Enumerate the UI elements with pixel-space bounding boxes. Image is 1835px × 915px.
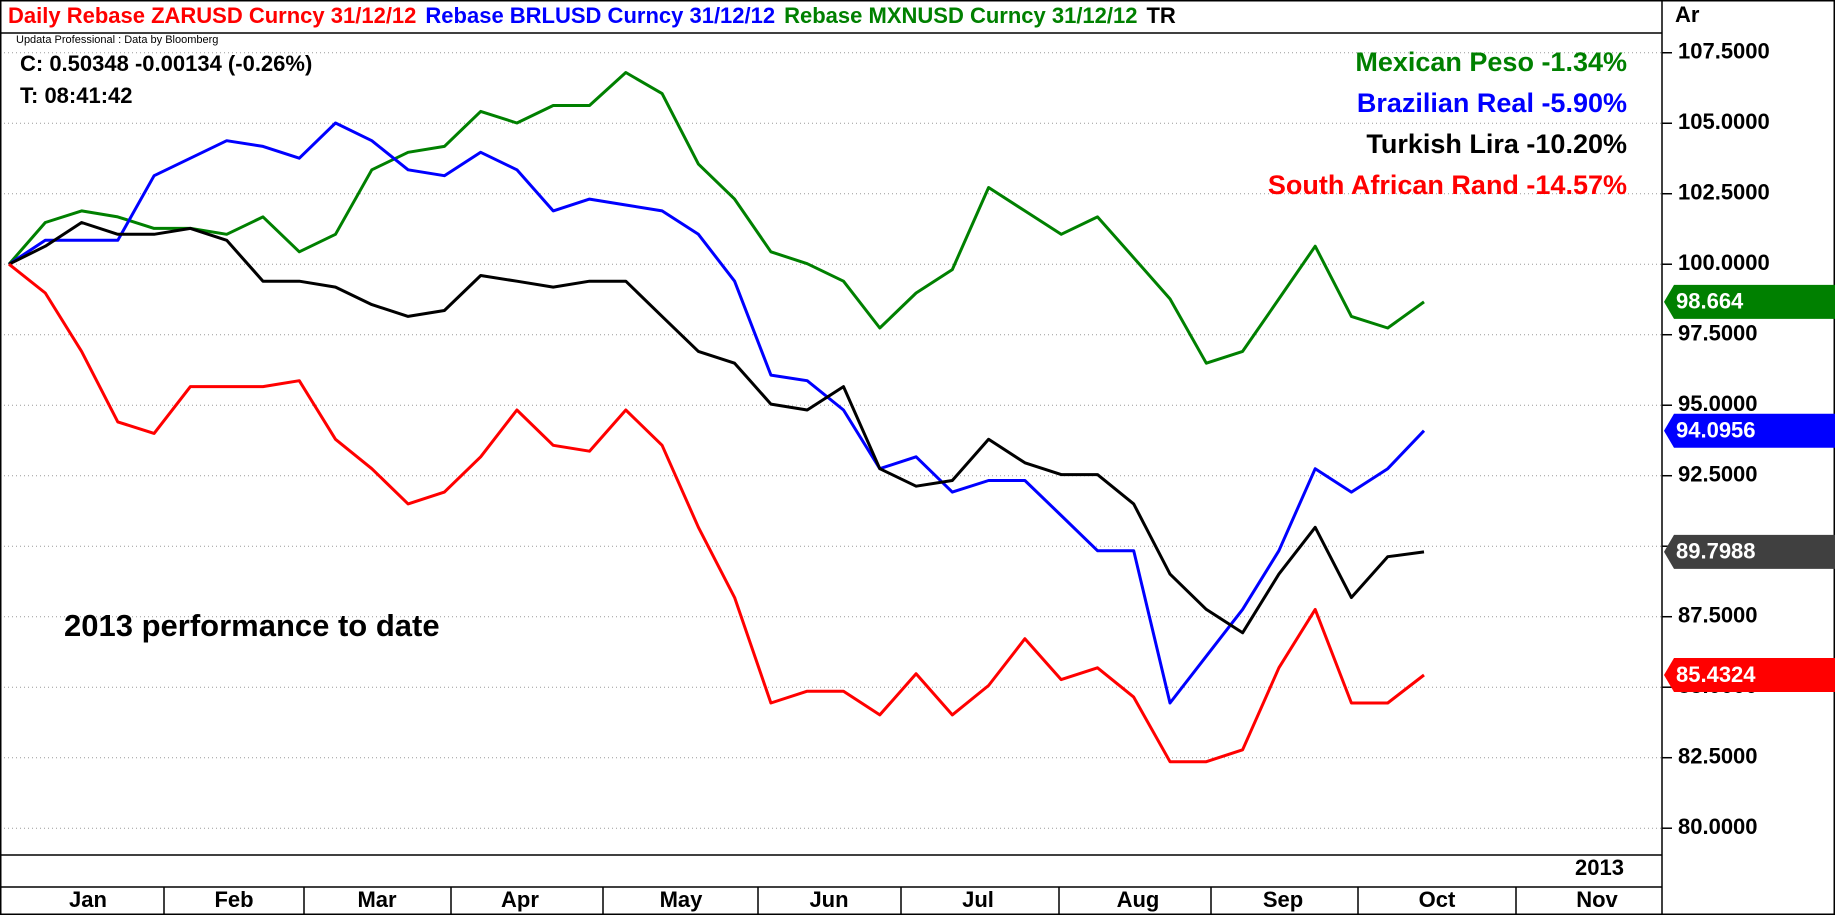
- annotation: 2013 performance to date: [64, 608, 440, 643]
- year-label: 2013: [1575, 855, 1624, 880]
- value-badge-label: 98.664: [1676, 289, 1744, 314]
- x-tick-label: Feb: [214, 887, 253, 912]
- x-tick-label: Jul: [962, 887, 994, 912]
- header-title-part: TR: [1146, 3, 1175, 28]
- y-tick-label: 107.5000: [1678, 39, 1770, 64]
- source: Updata Professional : Data by Bloomberg: [16, 34, 218, 46]
- series-line: [8, 221, 1425, 635]
- axis-header: Ar: [1675, 2, 1700, 27]
- value-badge: [1664, 658, 1835, 693]
- x-tick-label: Jan: [69, 887, 107, 912]
- y-tick-label: 95.0000: [1678, 391, 1758, 416]
- series-layer: [7, 71, 1426, 764]
- header-title-part: Rebase MXNUSD Curncy 31/12/12: [784, 3, 1137, 28]
- value-badge-label: 85.4324: [1676, 662, 1756, 687]
- y-tick-label: 87.5000: [1678, 603, 1758, 628]
- time-info: T: 08:41:42: [20, 83, 133, 108]
- x-tick-label: May: [660, 887, 704, 912]
- x-tick-label: Apr: [501, 887, 539, 912]
- y-tick-label: 102.5000: [1678, 180, 1770, 205]
- value-badge: [1664, 413, 1835, 448]
- y-tick-label: 92.5000: [1678, 462, 1758, 487]
- y-tick-label: 82.5000: [1678, 744, 1758, 769]
- x-tick-label: Oct: [1419, 887, 1456, 912]
- x-tick-label: Jun: [809, 887, 848, 912]
- y-tick-label: 97.5000: [1678, 321, 1758, 346]
- header-title-part: Daily Rebase ZARUSD Curncy 31/12/12: [8, 3, 416, 28]
- y-tick-label: 100.0000: [1678, 250, 1770, 275]
- x-tick-label: Mar: [357, 887, 397, 912]
- x-tick-label: Aug: [1117, 887, 1160, 912]
- legend-entry: South African Rand -14.57%: [1268, 170, 1627, 200]
- series-line: [8, 263, 1425, 764]
- y-tick-label: 80.0000: [1678, 814, 1758, 839]
- grid: [0, 52, 1662, 829]
- y-tick-label: 105.0000: [1678, 109, 1770, 134]
- value-badge: [1664, 534, 1835, 569]
- x-tick-label: Nov: [1576, 887, 1618, 912]
- value-badge-label: 89.7988: [1676, 539, 1756, 564]
- close-info: C: 0.50348 -0.00134 (-0.26%): [20, 51, 312, 76]
- x-tick-label: Sep: [1263, 887, 1303, 912]
- value-badge-label: 94.0956: [1676, 418, 1756, 443]
- legend-entry: Mexican Peso -1.34%: [1355, 47, 1627, 77]
- series-line: [8, 121, 1426, 705]
- header-title-part: Rebase BRLUSD Curncy 31/12/12: [425, 3, 775, 28]
- value-badge: [1664, 284, 1835, 319]
- header-title: Daily Rebase ZARUSD Curncy 31/12/12 Rebas…: [8, 3, 1176, 28]
- series-line: [7, 71, 1425, 365]
- legend-entry: Brazilian Real -5.90%: [1357, 88, 1627, 118]
- legend-entry: Turkish Lira -10.20%: [1366, 129, 1627, 159]
